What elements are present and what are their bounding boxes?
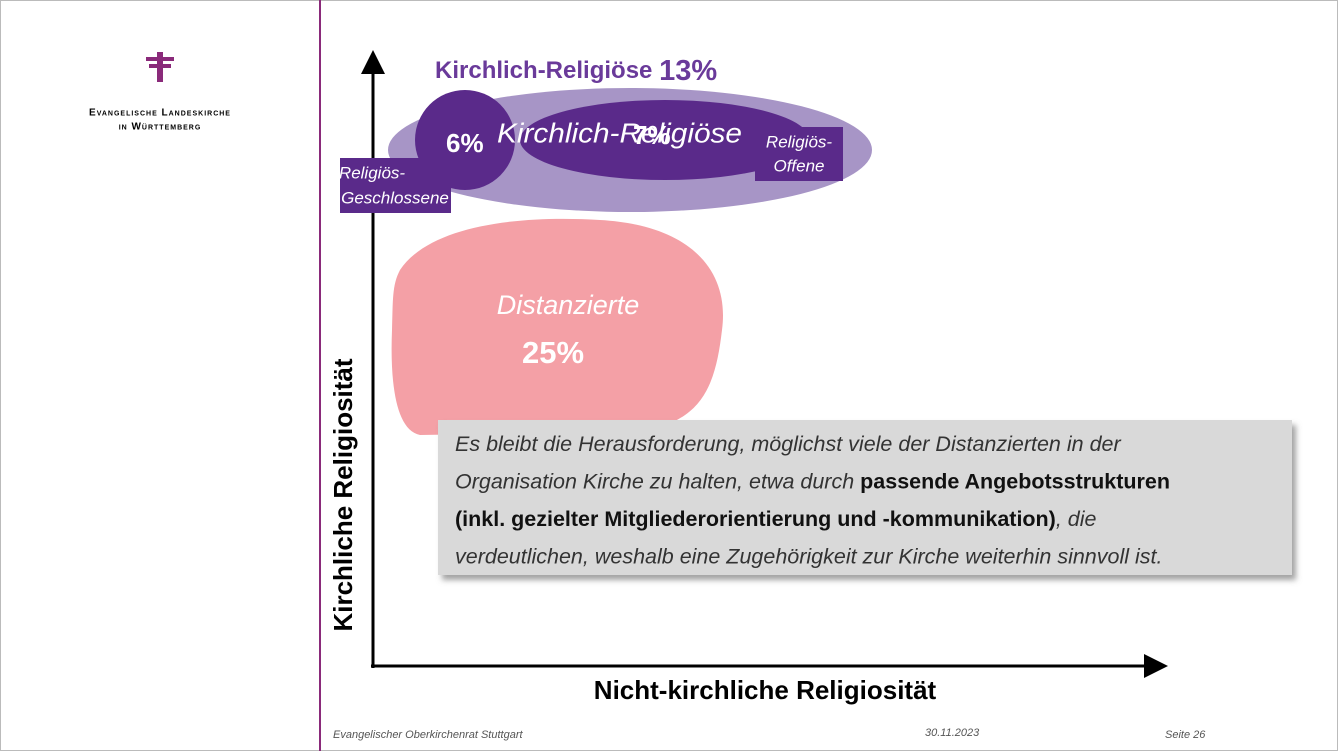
closed-share: 6% (446, 128, 484, 158)
open-label-box (755, 127, 843, 181)
footer-page: Seite 26 (1165, 729, 1206, 741)
footer-organisation: Evangelischer Oberkirchenrat Stuttgart (333, 729, 523, 741)
logo-text: Evangelische Landeskirche (89, 108, 231, 119)
callout-text: Es bleibt die Herausforderung, möglichst… (455, 432, 1170, 569)
footer-date: 30.11.2023 (925, 727, 980, 739)
open-label: Offene (773, 156, 824, 175)
closed-label-box (340, 158, 451, 213)
callout-italic: verdeutlichen, weshalb eine Zugehörigkei… (455, 544, 1162, 568)
callout-line: verdeutlichen, weshalb eine Zugehörigkei… (455, 544, 1162, 568)
logo-text: in Württemberg (119, 122, 202, 133)
group-title: Kirchlich-Religiöse 13% (435, 55, 717, 87)
group-share: 13% (659, 55, 717, 87)
open-share: 7% (633, 120, 671, 150)
open-label: Religiös- (766, 132, 832, 151)
callout-line: Es bleibt die Herausforderung, möglichst… (455, 432, 1121, 456)
logo-cross (146, 52, 174, 82)
open-ellipse (520, 100, 810, 180)
callout-line: Organisation Kirche zu halten, etwa durc… (455, 469, 1170, 493)
callout-bold: (inkl. gezielter Mitgliederorientierung … (455, 507, 1056, 531)
callout-line: (inkl. gezielter Mitgliederorientierung … (455, 507, 1097, 531)
callout-box (438, 420, 1292, 575)
distant-title: Distanzierte (497, 290, 640, 320)
callout-italic: , die (1056, 507, 1097, 531)
callout-bold: passende Angebotsstrukturen (860, 469, 1170, 493)
distant-blob (391, 218, 723, 435)
distant-share: 25% (522, 335, 584, 370)
x-axis-label: Nicht-kirchliche Religiosität (594, 675, 937, 705)
inner-title: Kirchlich-Religiöse (497, 117, 742, 148)
group-title: Kirchlich-Religiöse (435, 57, 652, 84)
closed-label: Religiös- (339, 163, 405, 182)
callout-italic: Organisation Kirche zu halten, etwa durc… (455, 469, 860, 493)
callout-italic: Es bleibt die Herausforderung, möglichst… (455, 432, 1121, 456)
y-axis-label: Kirchliche Religiosität (328, 358, 358, 631)
closed-label: Geschlossene (341, 188, 449, 207)
